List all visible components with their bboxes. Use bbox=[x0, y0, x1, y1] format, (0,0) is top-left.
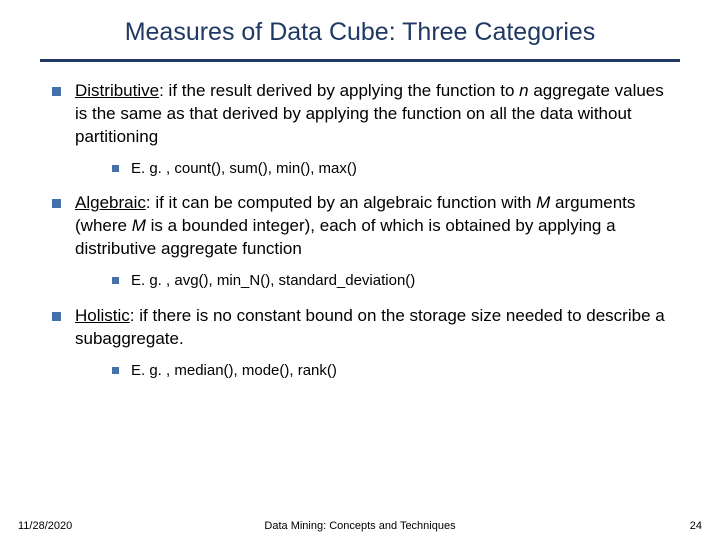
sub-bullet-text: E. g. , avg(), min_N(), standard_deviati… bbox=[131, 271, 415, 291]
sub-bullet-item: E. g. , count(), sum(), min(), max() bbox=[112, 159, 668, 179]
bullet-text: Algebraic: if it can be computed by an a… bbox=[75, 192, 668, 261]
footer-page-number: 24 bbox=[690, 520, 702, 532]
footer-title: Data Mining: Concepts and Techniques bbox=[264, 520, 455, 532]
footer-date: 11/28/2020 bbox=[18, 520, 72, 532]
bullet-text: Distributive: if the result derived by a… bbox=[75, 80, 668, 149]
term: Algebraic bbox=[75, 193, 146, 212]
slide-title: Measures of Data Cube: Three Categories bbox=[40, 18, 680, 47]
sub-bullet-item: E. g. , median(), mode(), rank() bbox=[112, 361, 668, 381]
title-rule bbox=[40, 59, 680, 62]
sub-bullet-item: E. g. , avg(), min_N(), standard_deviati… bbox=[112, 271, 668, 291]
bullet-item: Distributive: if the result derived by a… bbox=[52, 80, 668, 149]
slide-content: Distributive: if the result derived by a… bbox=[40, 80, 680, 380]
square-bullet-icon bbox=[52, 312, 61, 321]
bullet-item: Holistic: if there is no constant bound … bbox=[52, 305, 668, 351]
slide: Measures of Data Cube: Three Categories … bbox=[0, 0, 720, 380]
bullet-text: Holistic: if there is no constant bound … bbox=[75, 305, 668, 351]
square-bullet-icon bbox=[112, 165, 119, 172]
term: Distributive bbox=[75, 81, 159, 100]
sub-bullet-text: E. g. , count(), sum(), min(), max() bbox=[131, 159, 357, 179]
square-bullet-icon bbox=[112, 367, 119, 374]
square-bullet-icon bbox=[52, 87, 61, 96]
square-bullet-icon bbox=[112, 277, 119, 284]
sub-bullet-text: E. g. , median(), mode(), rank() bbox=[131, 361, 337, 381]
square-bullet-icon bbox=[52, 199, 61, 208]
term: Holistic bbox=[75, 306, 130, 325]
slide-footer: 11/28/2020 Data Mining: Concepts and Tec… bbox=[0, 520, 720, 532]
bullet-item: Algebraic: if it can be computed by an a… bbox=[52, 192, 668, 261]
